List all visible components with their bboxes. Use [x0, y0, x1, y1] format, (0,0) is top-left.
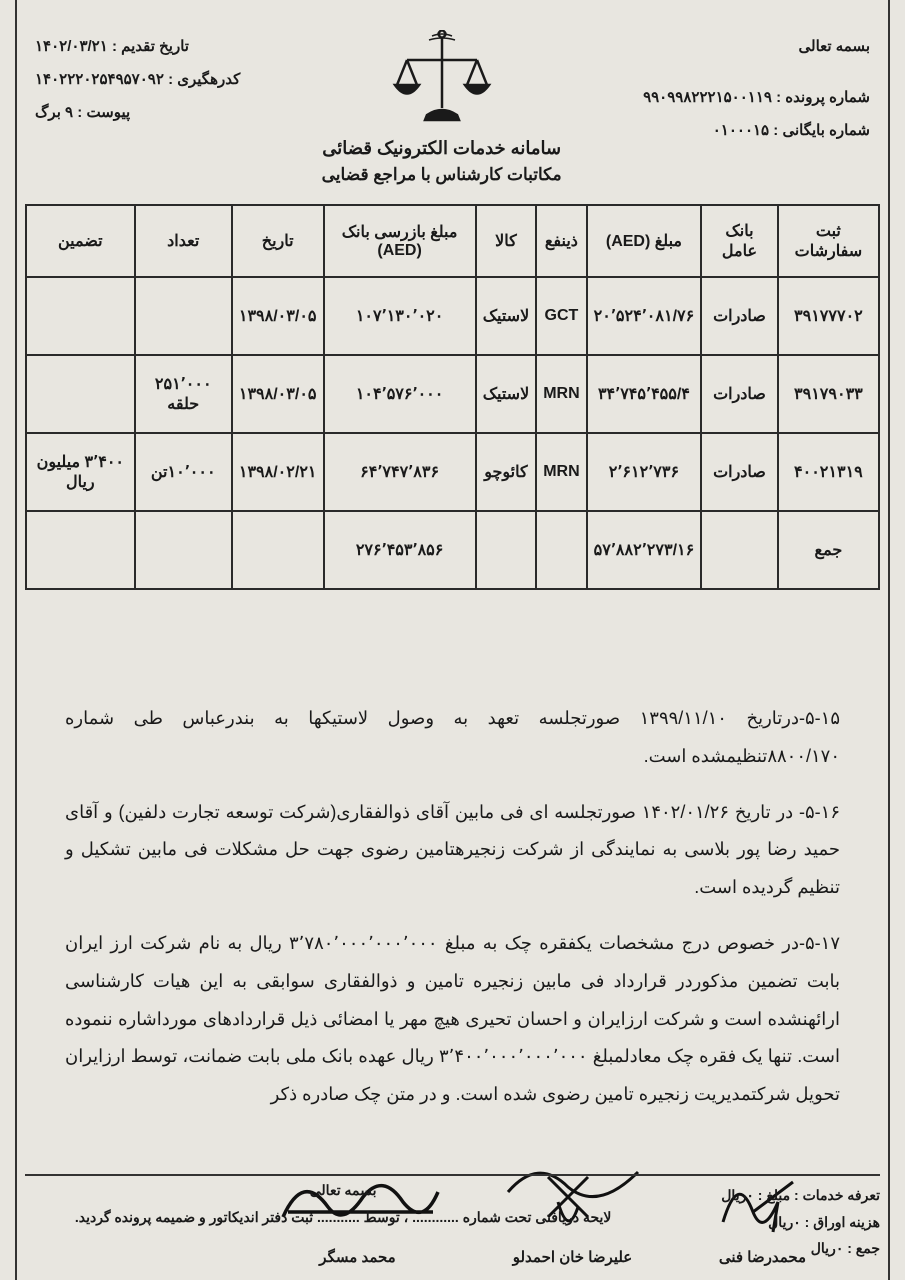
header-center-block: سامانه خدمات الکترونیک قضائی مکاتبات کار… [322, 30, 562, 185]
paragraph-5-16: ۵-۱۶- در تاریخ ۱۴۰۲/۰۱/۲۶ صورتجلسه ای فی… [65, 794, 840, 907]
cell: صادرات [701, 277, 778, 355]
cell: ۶۴٬۷۴۷٬۸۳۶ [324, 433, 476, 511]
cell: ۳۴٬۷۴۵٬۴۵۵/۴ [587, 355, 702, 433]
archive-number-label: شماره بایگانی : [773, 122, 870, 139]
case-number-value: ۹۹۰۹۹۸۲۲۲۱۵۰۰۱۱۹ [643, 89, 772, 106]
total-inspection: ۲۷۶٬۴۵۳٬۸۵۶ [324, 511, 476, 589]
footer-center-block: بسمه تعالی لایحه دریافتی تحت شماره .....… [25, 1182, 721, 1262]
tracking-code-row: کدرهگیری : ۱۴۰۲۲۲۰۲۵۴۹۵۷۰۹۲ [35, 63, 240, 96]
cell [476, 511, 537, 589]
footer-fees: تعرفه خدمات : مبلغ : ۰ریال هزینه اوراق :… [721, 1182, 880, 1262]
header-left-block: تاریخ تقدیم : ۱۴۰۲/۰۳/۲۱ کدرهگیری : ۱۴۰۲… [35, 30, 240, 129]
submit-date-row: تاریخ تقدیم : ۱۴۰۲/۰۳/۲۱ [35, 30, 240, 63]
tracking-code-value: ۱۴۰۲۲۲۰۲۵۴۹۵۷۰۹۲ [35, 71, 164, 88]
cell: ۳۹۱۷۹۰۳۳ [778, 355, 879, 433]
document-header: بسمه تعالی شماره پرونده : ۹۹۰۹۹۸۲۲۲۱۵۰۰۱… [25, 30, 880, 200]
attachment-row: پیوست : ۹ برگ [35, 96, 240, 129]
justice-scales-logo [322, 30, 562, 130]
case-number-row: شماره پرونده : ۹۹۰۹۹۸۲۲۲۱۵۰۰۱۱۹ [643, 81, 870, 114]
archive-number-row: شماره بایگانی : ۰۱۰۰۰۱۵ [643, 114, 870, 147]
cell: لاستیک [476, 355, 537, 433]
cell: ۳٬۴۰۰ میلیون ریال [26, 433, 135, 511]
col-goods: کالا [476, 205, 537, 277]
document-body: ۵-۱۵-درتاریخ ۱۳۹۹/۱۱/۱۰ صورتجلسه تعهد به… [25, 590, 880, 1114]
archive-number-value: ۰۱۰۰۰۱۵ [713, 122, 769, 139]
organization-title: سامانه خدمات الکترونیک قضائی [322, 138, 562, 159]
cell [701, 511, 778, 589]
col-date: تاریخ [232, 205, 324, 277]
cell [135, 277, 232, 355]
case-number-label: شماره پرونده : [776, 89, 870, 106]
cell: ۲۰٬۵۲۴٬۰۸۱/۷۶ [587, 277, 702, 355]
document-footer: تعرفه خدمات : مبلغ : ۰ریال هزینه اوراق :… [25, 1174, 880, 1262]
paragraph-5-15: ۵-۱۵-درتاریخ ۱۳۹۹/۱۱/۱۰ صورتجلسه تعهد به… [65, 700, 840, 776]
cell: MRN [536, 433, 586, 511]
cell: ۱۳۹۸/۰۳/۰۵ [232, 355, 324, 433]
cell: کائوچو [476, 433, 537, 511]
col-quantity: تعداد [135, 205, 232, 277]
cell [135, 511, 232, 589]
attachment-value: ۹ برگ [35, 104, 73, 121]
submit-date-label: تاریخ تقدیم : [112, 38, 189, 55]
col-guarantee: تضمین [26, 205, 135, 277]
table-total-row: جمع ۵۷٬۸۸۲٬۲۷۳/۱۶ ۲۷۶٬۴۵۳٬۸۵۶ [26, 511, 879, 589]
total-amount-aed: ۵۷٬۸۸۲٬۲۷۳/۱۶ [587, 511, 702, 589]
service-fee-label: تعرفه خدمات : مبلغ : [758, 1187, 880, 1203]
footer-receipt-line: لایحه دریافتی تحت شماره ............ ، ت… [25, 1209, 661, 1226]
cell [26, 511, 135, 589]
cell [26, 355, 135, 433]
paragraph-5-17: ۵-۱۷-در خصوص درج مشخصات یکفقره چک به مبل… [65, 925, 840, 1114]
cell: GCT [536, 277, 586, 355]
col-bank: بانک عامل [701, 205, 778, 277]
service-fee-row: تعرفه خدمات : مبلغ : ۰ریال [721, 1182, 880, 1209]
bismillah: بسمه تعالی [643, 30, 870, 63]
paper-fee-row: هزینه اوراق : ۰ریال [721, 1209, 880, 1236]
col-beneficiary: ذینفع [536, 205, 586, 277]
orders-table: ثبت سفارشات بانک عامل مبلغ (AED) ذینفع ک… [25, 204, 880, 590]
cell: ۱۰۷٬۱۳۰٬۰۲۰ [324, 277, 476, 355]
cell: ۲۵۱٬۰۰۰ حلقه [135, 355, 232, 433]
sum-fee-row: جمع : ۰ریال [721, 1235, 880, 1262]
footer-bismillah: بسمه تعالی [25, 1182, 661, 1199]
col-order-reg: ثبت سفارشات [778, 205, 879, 277]
cell [26, 277, 135, 355]
organization-subtitle: مکاتبات کارشناس با مراجع قضایی [322, 165, 562, 185]
cell: صادرات [701, 433, 778, 511]
attachment-label: پیوست : [77, 104, 130, 121]
cell: MRN [536, 355, 586, 433]
table-row: ۳۹۱۷۷۷۰۲ صادرات ۲۰٬۵۲۴٬۰۸۱/۷۶ GCT لاستیک… [26, 277, 879, 355]
cell [536, 511, 586, 589]
cell: لاستیک [476, 277, 537, 355]
col-amount-aed: مبلغ (AED) [587, 205, 702, 277]
cell: ۴۰۰۲۱۳۱۹ [778, 433, 879, 511]
sum-fee-value: ۰ریال [811, 1240, 844, 1256]
submit-date-value: ۱۴۰۲/۰۳/۲۱ [35, 38, 108, 55]
scales-icon [387, 30, 497, 125]
total-label: جمع [778, 511, 879, 589]
cell: ۱۳۹۸/۰۳/۰۵ [232, 277, 324, 355]
cell: ۱۰۴٬۵۷۶٬۰۰۰ [324, 355, 476, 433]
tracking-code-label: کدرهگیری : [168, 71, 240, 88]
cell: صادرات [701, 355, 778, 433]
paper-fee-label: هزینه اوراق : [805, 1214, 880, 1230]
col-inspection-amount: مبلغ بازرسی بانک (AED) [324, 205, 476, 277]
cell: ۲٬۶۱۲٬۷۳۶ [587, 433, 702, 511]
paper-fee-value: ۰ریال [768, 1214, 801, 1230]
service-fee-value: ۰ریال [721, 1187, 754, 1203]
sum-fee-label: جمع : [847, 1240, 880, 1256]
cell: ۱۰٬۰۰۰تن [135, 433, 232, 511]
table-row: ۳۹۱۷۹۰۳۳ صادرات ۳۴٬۷۴۵٬۴۵۵/۴ MRN لاستیک … [26, 355, 879, 433]
table-row: ۴۰۰۲۱۳۱۹ صادرات ۲٬۶۱۲٬۷۳۶ MRN کائوچو ۶۴٬… [26, 433, 879, 511]
cell: ۳۹۱۷۷۷۰۲ [778, 277, 879, 355]
cell [232, 511, 324, 589]
header-right-block: بسمه تعالی شماره پرونده : ۹۹۰۹۹۸۲۲۲۱۵۰۰۱… [643, 30, 870, 147]
table-header-row: ثبت سفارشات بانک عامل مبلغ (AED) ذینفع ک… [26, 205, 879, 277]
cell: ۱۳۹۸/۰۲/۲۱ [232, 433, 324, 511]
